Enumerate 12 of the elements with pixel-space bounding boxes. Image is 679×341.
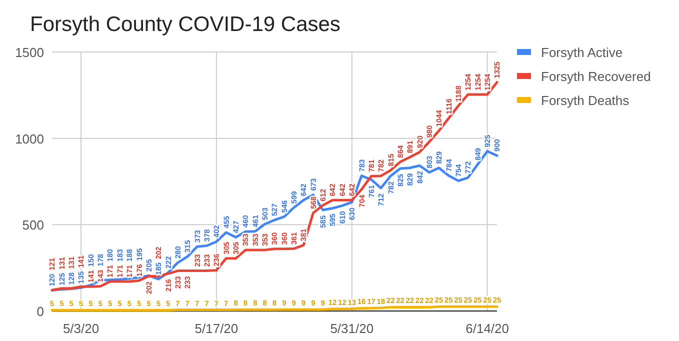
legend-label: Forsyth Recovered xyxy=(541,69,651,84)
legend-label: Forsyth Active xyxy=(541,45,623,60)
y-tick-label: 1500 xyxy=(15,45,44,60)
x-tick-label: 5/3/20 xyxy=(62,321,100,336)
x-tick-label: 6/14/20 xyxy=(466,321,510,336)
chart-title: Forsyth County COVID-19 Cases xyxy=(30,13,340,36)
legend-label: Forsyth Deaths xyxy=(541,93,630,108)
x-tick-label: 5/31/20 xyxy=(330,321,374,336)
x-tick-label: 5/17/20 xyxy=(194,321,238,336)
y-tick-label: 0 xyxy=(36,304,44,319)
y-tick-label: 500 xyxy=(22,218,44,233)
y-tick-label: 1000 xyxy=(15,131,44,146)
